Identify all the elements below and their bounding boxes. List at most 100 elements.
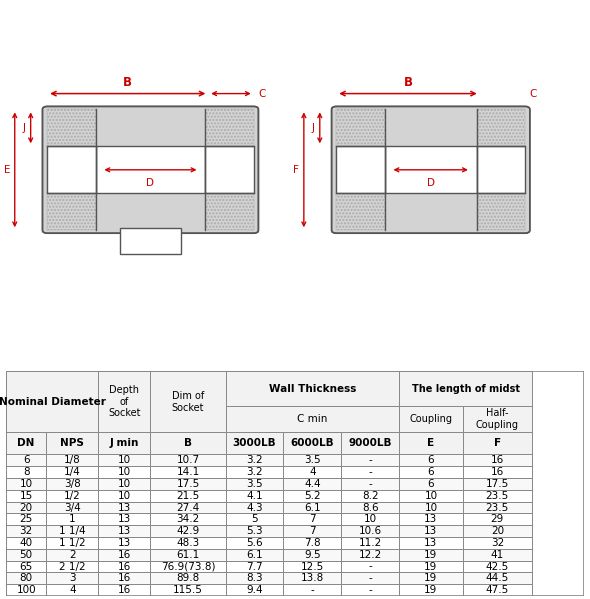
Text: 89.8: 89.8 bbox=[176, 573, 199, 583]
Bar bbox=[225, 549, 283, 561]
Text: 8: 8 bbox=[23, 467, 30, 477]
Bar bbox=[399, 466, 463, 478]
Bar bbox=[463, 584, 532, 596]
Bar bbox=[341, 432, 399, 455]
Text: 80: 80 bbox=[19, 573, 32, 583]
Bar bbox=[99, 502, 150, 513]
Text: 12.5: 12.5 bbox=[301, 561, 324, 571]
Text: Wall Thickness: Wall Thickness bbox=[268, 384, 356, 394]
Bar bbox=[225, 525, 283, 537]
Bar bbox=[283, 502, 341, 513]
Bar bbox=[47, 573, 99, 584]
Text: -: - bbox=[310, 585, 314, 595]
Text: 2 1/2: 2 1/2 bbox=[59, 561, 86, 571]
Bar bbox=[341, 455, 399, 466]
Text: -: - bbox=[368, 479, 372, 489]
Bar bbox=[6, 549, 47, 561]
Text: 15: 15 bbox=[19, 491, 33, 501]
Text: 6: 6 bbox=[428, 479, 434, 489]
Text: 10: 10 bbox=[363, 515, 377, 524]
Text: NPS: NPS bbox=[60, 438, 84, 448]
Bar bbox=[477, 146, 525, 193]
Bar bbox=[99, 525, 150, 537]
Text: F: F bbox=[293, 165, 299, 175]
Text: 3/4: 3/4 bbox=[64, 503, 81, 513]
Bar bbox=[463, 406, 532, 432]
Text: F: F bbox=[494, 438, 501, 448]
Bar bbox=[225, 432, 283, 455]
Bar bbox=[6, 573, 47, 584]
Text: DN: DN bbox=[18, 438, 35, 448]
Bar bbox=[47, 146, 96, 193]
Text: 10: 10 bbox=[118, 491, 131, 501]
Bar bbox=[47, 502, 99, 513]
Text: 6000LB: 6000LB bbox=[290, 438, 334, 448]
Bar bbox=[336, 146, 385, 193]
Text: Coupling: Coupling bbox=[409, 414, 453, 424]
Bar bbox=[150, 432, 225, 455]
Bar bbox=[225, 573, 283, 584]
Bar bbox=[47, 432, 99, 455]
Text: J min: J min bbox=[110, 438, 139, 448]
Text: 13: 13 bbox=[118, 538, 131, 548]
Text: 3.5: 3.5 bbox=[304, 455, 320, 465]
Bar bbox=[99, 478, 150, 490]
Bar bbox=[283, 549, 341, 561]
Bar bbox=[399, 455, 463, 466]
Text: 13: 13 bbox=[118, 503, 131, 513]
Bar bbox=[47, 549, 99, 561]
Text: 13: 13 bbox=[424, 538, 438, 548]
Bar bbox=[6, 537, 47, 549]
Text: 9000LB: 9000LB bbox=[349, 438, 392, 448]
Text: 1: 1 bbox=[69, 515, 76, 524]
Text: 19: 19 bbox=[424, 573, 438, 583]
Text: -: - bbox=[368, 573, 372, 583]
Text: D: D bbox=[427, 178, 435, 188]
Bar bbox=[225, 455, 283, 466]
Bar bbox=[399, 432, 463, 455]
Text: 27.4: 27.4 bbox=[176, 503, 199, 513]
Text: 1/2: 1/2 bbox=[64, 491, 81, 501]
Text: 8.6: 8.6 bbox=[362, 503, 378, 513]
Bar bbox=[225, 537, 283, 549]
Bar bbox=[399, 549, 463, 561]
Bar bbox=[399, 573, 463, 584]
Bar bbox=[283, 537, 341, 549]
Bar bbox=[99, 561, 150, 573]
Text: 3.2: 3.2 bbox=[246, 467, 263, 477]
Bar bbox=[399, 561, 463, 573]
Bar bbox=[47, 466, 99, 478]
Text: C: C bbox=[258, 89, 266, 99]
Bar bbox=[150, 478, 225, 490]
Bar bbox=[6, 525, 47, 537]
Text: 29: 29 bbox=[491, 515, 504, 524]
Text: 10: 10 bbox=[118, 467, 131, 477]
Text: -: - bbox=[368, 585, 372, 595]
Bar bbox=[463, 513, 532, 525]
Text: -: - bbox=[368, 561, 372, 571]
Bar bbox=[341, 466, 399, 478]
Text: 9.4: 9.4 bbox=[246, 585, 263, 595]
Bar bbox=[47, 490, 99, 501]
Bar bbox=[150, 584, 225, 596]
Bar bbox=[150, 513, 225, 525]
Bar bbox=[6, 490, 47, 501]
Bar bbox=[283, 478, 341, 490]
Text: 7: 7 bbox=[309, 526, 316, 536]
Bar bbox=[463, 549, 532, 561]
Text: 16: 16 bbox=[118, 550, 131, 559]
Bar bbox=[150, 371, 225, 432]
Bar bbox=[283, 432, 341, 455]
Bar bbox=[99, 584, 150, 596]
Text: 17.5: 17.5 bbox=[176, 479, 199, 489]
Bar bbox=[99, 432, 150, 455]
Bar bbox=[399, 584, 463, 596]
Bar bbox=[47, 584, 99, 596]
Text: 16: 16 bbox=[118, 573, 131, 583]
Bar bbox=[99, 513, 150, 525]
Text: 100: 100 bbox=[17, 585, 36, 595]
Text: 3: 3 bbox=[69, 573, 76, 583]
Bar bbox=[225, 502, 283, 513]
Bar bbox=[399, 513, 463, 525]
Bar bbox=[283, 584, 341, 596]
